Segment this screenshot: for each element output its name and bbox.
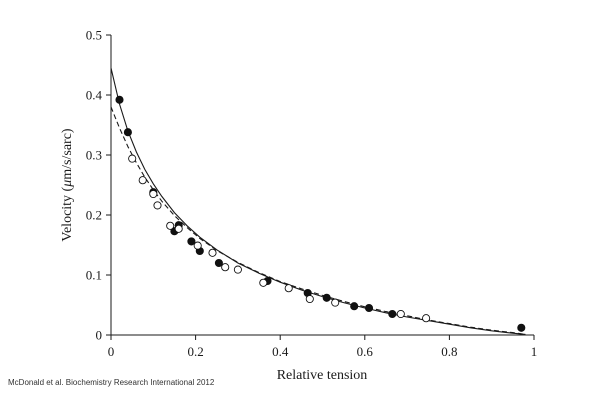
x-tick-label: 0.4 bbox=[272, 344, 289, 359]
plot-layer bbox=[110, 67, 526, 335]
y-ticks: 0 0.1 0.2 0.3 0.4 0.5 bbox=[86, 28, 111, 343]
data-point-open bbox=[284, 284, 293, 293]
y-axis-title-prefix: Velocity ( bbox=[60, 186, 75, 241]
data-point-open bbox=[193, 241, 202, 250]
y-tick-label: 0.2 bbox=[86, 208, 102, 223]
y-tick-label: 0.3 bbox=[86, 148, 102, 163]
data-point-filled bbox=[350, 302, 359, 311]
data-point-open bbox=[208, 248, 217, 257]
data-point-filled bbox=[322, 293, 331, 302]
x-tick-label: 0.2 bbox=[187, 344, 203, 359]
data-point-open bbox=[259, 278, 268, 287]
y-tick-label: 0 bbox=[96, 328, 103, 343]
x-tick-label: 0.6 bbox=[357, 344, 374, 359]
data-point-open bbox=[153, 201, 162, 210]
y-tick-label: 0.1 bbox=[86, 268, 102, 283]
data-point-filled bbox=[364, 303, 374, 313]
x-ticks: 0 0.2 0.4 0.6 0.8 1 bbox=[108, 335, 538, 359]
data-point-open bbox=[149, 189, 158, 199]
data-point-filled bbox=[115, 95, 124, 104]
data-point-open bbox=[233, 265, 242, 274]
data-point-open bbox=[128, 154, 137, 163]
source-credit: McDonald et al. Biochemistry Research In… bbox=[8, 378, 215, 387]
x-tick-label: 1 bbox=[531, 344, 538, 359]
data-point-filled bbox=[214, 258, 223, 268]
data-point-open bbox=[396, 309, 405, 319]
data-point-filled bbox=[187, 237, 196, 246]
data-point-filled bbox=[388, 309, 397, 319]
y-axis-title-mu: μ bbox=[60, 180, 75, 188]
x-tick-label: 0 bbox=[108, 344, 115, 359]
data-point-open bbox=[221, 263, 230, 272]
fit-curve-dashed bbox=[110, 106, 526, 335]
y-axis-title: Velocity (μm/s/sarc) bbox=[60, 128, 75, 242]
y-tick-label: 0.4 bbox=[86, 88, 103, 103]
data-point-filled bbox=[123, 128, 132, 137]
data-point-open bbox=[422, 314, 431, 323]
x-axis-title: Relative tension bbox=[277, 368, 368, 383]
y-axis-title-suffix: m/s/sarc) bbox=[60, 128, 75, 180]
data-point-filled bbox=[517, 323, 526, 332]
data-point-open bbox=[166, 221, 175, 230]
data-point-open bbox=[331, 298, 340, 307]
data-point-open bbox=[174, 224, 183, 233]
data-point-open bbox=[138, 176, 147, 185]
y-tick-label: 0.5 bbox=[86, 28, 102, 43]
x-tick-label: 0.8 bbox=[441, 344, 457, 359]
data-point-open bbox=[305, 294, 314, 304]
